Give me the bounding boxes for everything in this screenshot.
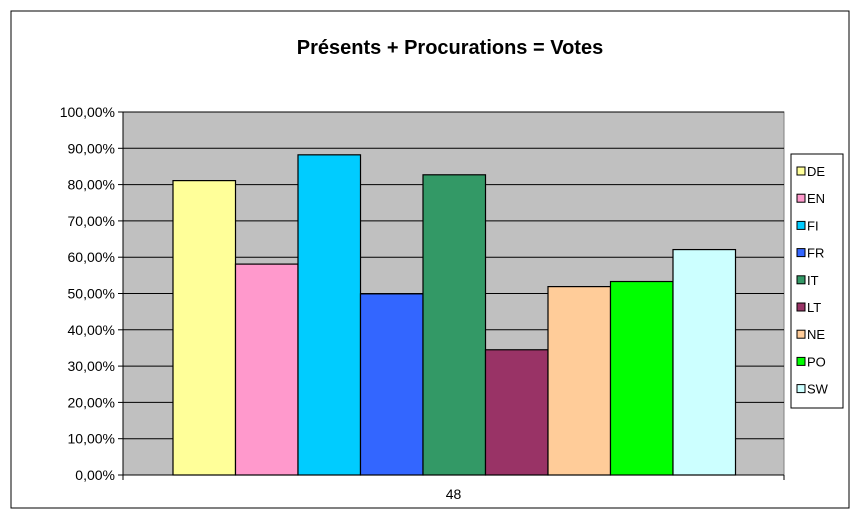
chart-title: Présents + Procurations = Votes bbox=[297, 37, 603, 59]
legend-swatch-fr bbox=[796, 248, 806, 258]
bar-ne bbox=[547, 286, 612, 476]
legend-swatch-po bbox=[796, 356, 806, 366]
legend-swatch-en bbox=[796, 193, 806, 203]
y-tick-label: 30,00% bbox=[68, 358, 115, 374]
legend-label-en: EN bbox=[807, 191, 825, 206]
legend-swatch-sw bbox=[796, 384, 806, 394]
y-tick-label: 0,00% bbox=[75, 467, 115, 483]
bar-it bbox=[422, 174, 487, 476]
y-tick-label: 70,00% bbox=[68, 213, 115, 229]
x-tick-label: 48 bbox=[446, 486, 462, 502]
bars bbox=[172, 154, 737, 476]
legend-swatch-it bbox=[796, 275, 806, 285]
legend-label-it: IT bbox=[807, 273, 819, 288]
bar-de bbox=[172, 180, 237, 476]
legend-swatch-ne bbox=[796, 329, 806, 339]
bar-fr bbox=[359, 293, 424, 476]
y-tick-label: 80,00% bbox=[68, 177, 115, 193]
y-axis: 0,00% 10,00% 20,00% 30,00% 40,00% 50,00% 60,00… bbox=[60, 104, 124, 483]
y-tick-label: 40,00% bbox=[68, 322, 115, 338]
bar-fi bbox=[297, 154, 362, 476]
legend-label-lt: LT bbox=[807, 300, 821, 315]
legend-label-de: DE bbox=[807, 164, 825, 179]
x-axis: 48 bbox=[122, 474, 785, 502]
y-tick-label: 10,00% bbox=[68, 431, 115, 447]
legend-swatch-lt bbox=[796, 302, 806, 312]
legend: DE EN FI FR IT LT NE PO SW bbox=[790, 153, 844, 409]
legend-label-fr: FR bbox=[807, 246, 824, 261]
legend-label-po: PO bbox=[807, 354, 826, 369]
bar-sw bbox=[672, 248, 737, 476]
y-tick-label: 60,00% bbox=[68, 249, 115, 265]
legend-label-ne: NE bbox=[807, 327, 825, 342]
y-tick-label: 50,00% bbox=[68, 286, 115, 302]
y-tick-label: 100,00% bbox=[60, 104, 115, 120]
bar-en bbox=[234, 263, 299, 476]
bar-lt bbox=[484, 349, 549, 476]
bar-po bbox=[609, 280, 674, 476]
legend-label-fi: FI bbox=[807, 218, 819, 233]
legend-swatch-fi bbox=[796, 220, 806, 230]
legend-swatch-de bbox=[796, 166, 806, 176]
y-tick-label: 20,00% bbox=[68, 394, 115, 410]
legend-label-sw: SW bbox=[807, 382, 829, 397]
y-tick-label: 90,00% bbox=[68, 140, 115, 156]
